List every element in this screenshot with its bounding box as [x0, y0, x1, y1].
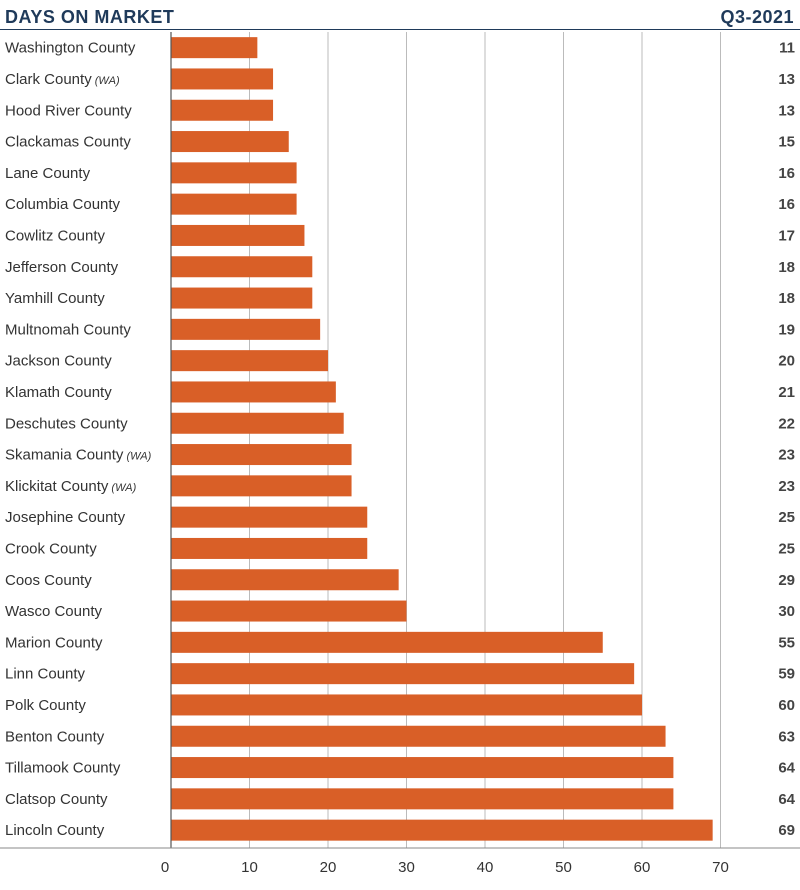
- category-label: Multnomah County: [5, 321, 131, 338]
- value-label: 19: [778, 321, 795, 338]
- value-label: 15: [778, 134, 795, 151]
- value-label: 30: [778, 603, 795, 620]
- value-label: 29: [778, 572, 795, 589]
- title-rule: [0, 29, 800, 30]
- gridlines: [249, 32, 721, 848]
- tick-label: 30: [398, 859, 415, 876]
- value-label: 64: [778, 791, 795, 808]
- value-label: 17: [778, 227, 795, 244]
- value-label: 23: [778, 478, 795, 495]
- value-label: 13: [778, 102, 795, 119]
- tick-label: 70: [712, 859, 729, 876]
- category-label: Clackamas County: [5, 134, 131, 151]
- category-label: Columbia County: [5, 196, 121, 213]
- value-labels: 11 13 13 15 16 16 17 18 18 19 20 21 22 23 23 25 25 29 30 55…: [778, 40, 795, 840]
- bar: [171, 162, 297, 184]
- category-label: Klamath County: [5, 384, 112, 401]
- bar: [171, 788, 674, 810]
- category-label: Skamania County (WA): [5, 447, 152, 464]
- bar: [171, 318, 321, 340]
- category-label: Coos County: [5, 572, 92, 589]
- value-label: 21: [778, 384, 795, 401]
- value-label: 13: [778, 71, 795, 88]
- bar: [171, 99, 274, 121]
- bar: [171, 506, 368, 528]
- value-label: 59: [778, 666, 795, 683]
- value-label: 11: [779, 40, 795, 57]
- category-label: Marion County: [5, 634, 103, 651]
- bar: [171, 68, 274, 90]
- category-label: Lincoln County: [5, 822, 105, 839]
- bar: [171, 600, 407, 622]
- chart-period: Q3-2021: [720, 7, 794, 27]
- category-labels: Washington County Clark County (WA) Hood R…: [5, 40, 152, 840]
- category-label: Benton County: [5, 728, 105, 745]
- chart-title: DAYS ON MARKET: [5, 7, 175, 27]
- value-label: 16: [778, 196, 795, 213]
- category-label: Josephine County: [5, 509, 126, 526]
- category-label: Hood River County: [5, 102, 132, 119]
- category-label: Wasco County: [5, 603, 102, 620]
- tick-label: 0: [161, 859, 169, 876]
- value-label: 23: [778, 447, 795, 464]
- value-label: 18: [778, 259, 795, 276]
- bar: [171, 350, 328, 372]
- value-label: 60: [778, 697, 795, 714]
- category-label: Linn County: [5, 666, 86, 683]
- bar: [171, 819, 713, 841]
- category-label: Polk County: [5, 697, 86, 714]
- bar: [171, 287, 313, 309]
- tick-label: 10: [241, 859, 258, 876]
- bar: [171, 569, 399, 591]
- bar: [171, 193, 297, 215]
- value-label: 22: [778, 415, 795, 432]
- bar: [171, 412, 344, 434]
- bar: [171, 537, 368, 559]
- bar: [171, 444, 352, 466]
- value-label: 16: [778, 165, 795, 182]
- bar: [171, 131, 289, 153]
- value-label: 20: [778, 353, 795, 370]
- bar: [171, 256, 313, 278]
- category-label: Klickitat County (WA): [5, 478, 137, 495]
- value-label: 55: [778, 634, 795, 651]
- category-label: Deschutes County: [5, 415, 128, 432]
- value-label: 69: [778, 822, 795, 839]
- bar: [171, 37, 258, 59]
- bar: [171, 663, 635, 685]
- tick-label: 20: [320, 859, 337, 876]
- value-label: 63: [778, 728, 795, 745]
- category-label: Jefferson County: [5, 259, 119, 276]
- category-label: Cowlitz County: [5, 227, 106, 244]
- tick-label: 60: [634, 859, 651, 876]
- category-label: Clatsop County: [5, 791, 108, 808]
- category-label: Tillamook County: [5, 760, 121, 777]
- bar: [171, 381, 336, 403]
- title-bar: DAYS ON MARKET Q3-2021: [0, 0, 800, 30]
- category-label: Jackson County: [5, 353, 112, 370]
- value-label: 18: [778, 290, 795, 307]
- value-label: 25: [778, 540, 795, 557]
- bar: [171, 694, 642, 716]
- category-label: Washington County: [5, 40, 136, 57]
- category-label: Yamhill County: [5, 290, 105, 307]
- value-label: 25: [778, 509, 795, 526]
- value-label: 64: [778, 760, 795, 777]
- category-label: Crook County: [5, 540, 97, 557]
- bar: [171, 475, 352, 497]
- bars: [171, 37, 713, 841]
- bar: [171, 631, 603, 653]
- bar: [171, 224, 305, 246]
- bar: [171, 757, 674, 779]
- tick-label: 40: [477, 859, 494, 876]
- category-label: Clark County (WA): [5, 71, 120, 88]
- category-label: Lane County: [5, 165, 91, 182]
- tick-labels: 0 10 20 30 40 50 60 70: [161, 859, 729, 876]
- bar: [171, 725, 666, 747]
- tick-label: 50: [555, 859, 572, 876]
